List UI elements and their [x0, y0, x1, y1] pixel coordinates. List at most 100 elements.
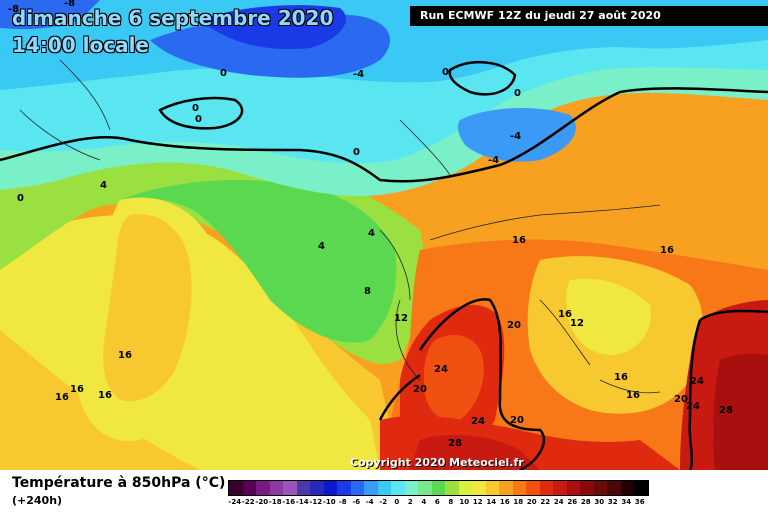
legend-tick-label: 0: [394, 498, 400, 506]
contour-label: 28: [719, 405, 733, 416]
legend-swatch: [377, 481, 391, 495]
legend-swatch: [242, 481, 256, 495]
legend-swatch: [526, 481, 540, 495]
contour-labels: -8 -8 0 0 0 -4 0 0 -4 -4 0 4 0 4 4 16 16…: [8, 0, 733, 449]
legend-swatch: [485, 481, 499, 495]
temp-band-12-balkan: [566, 278, 651, 356]
legend-tick-label: 26: [567, 498, 578, 506]
legend-swatch: [593, 481, 607, 495]
map-footer: Température à 850hPa (°C) (+240h) -24 -22…: [0, 470, 768, 512]
contour-label: 20: [674, 394, 688, 405]
zero-isotherm-island: [158, 96, 244, 130]
legend-swatch: [512, 481, 526, 495]
contour-label: 0: [220, 68, 227, 79]
legend-swatch: [310, 481, 324, 495]
color-legend: -24 -22 -20 -18 -16 -14 -12 -10 -8 -6 -4 -2 0 2 4 6 8 10 1…: [228, 480, 649, 508]
temp-band-m8: [200, 5, 346, 50]
legend-tick-label: 2: [407, 498, 413, 506]
legend-swatch: [296, 481, 310, 495]
contour-label: 20: [413, 384, 427, 395]
temp-band-22-iberia: [423, 335, 484, 422]
zero-isotherm-nordic: [448, 60, 517, 96]
legend-swatch: [553, 481, 567, 495]
legend-tick-label: 4: [421, 498, 427, 506]
contour-label: 4: [368, 228, 375, 239]
contour-label: 24: [471, 416, 485, 427]
legend-tick-label: -20: [255, 498, 269, 506]
copyright-notice: Copyright 2020 Meteociel.fr: [350, 456, 524, 469]
legend-ticks: -24 -22 -20 -18 -16 -14 -12 -10 -8 -6 -4 -2 0 2 4 6 8 10 1…: [228, 496, 649, 508]
legend-tick-label: 18: [513, 498, 524, 506]
legend-tick-label: 6: [434, 498, 440, 506]
contour-label: -4: [510, 131, 521, 142]
temp-band-26-africa: [410, 434, 540, 470]
contour-label: 12: [570, 318, 584, 329]
contour-label: 16: [626, 390, 640, 401]
contour-label: 16: [558, 309, 572, 320]
legend-tick-label: -6: [352, 498, 361, 506]
forecast-time-title: 14:00 locale: [12, 33, 149, 57]
zero-isotherm: [0, 87, 768, 183]
legend-tick-label: 8: [448, 498, 454, 506]
contour-label: 0: [514, 88, 521, 99]
legend-tick-label: 34: [621, 498, 632, 506]
legend-tick-label: 10: [459, 498, 470, 506]
twenty-isotherm-iberia: [418, 298, 546, 470]
contour-label: 16: [118, 350, 132, 361]
contour-label: 4: [318, 241, 325, 252]
legend-tick-label: -12: [309, 498, 323, 506]
legend-swatch: [539, 481, 553, 495]
legend-tick-label: -10: [322, 498, 336, 506]
legend-tick-label: -8: [338, 498, 347, 506]
legend-tick-label: -24: [228, 498, 242, 506]
model-run-info: Run ECMWF 12Z du jeudi 27 août 2020: [410, 6, 768, 26]
legend-swatch: [364, 481, 378, 495]
legend-swatch: [472, 481, 486, 495]
contour-label: 0: [17, 193, 24, 204]
contour-label: 16: [660, 245, 674, 256]
temp-band-28-east: [713, 353, 768, 470]
contour-label: 24: [686, 401, 700, 412]
legend-tick-label: 30: [594, 498, 605, 506]
parameter-label: Température à 850hPa (°C): [12, 475, 226, 491]
contour-label: 24: [690, 376, 704, 387]
contour-label: 0: [192, 103, 199, 114]
lead-time-label: (+240h): [12, 494, 63, 507]
contour-label: 12: [394, 313, 408, 324]
map-canvas: -8 -8 0 0 0 -4 0 0 -4 -4 0 4 0 4 4 16 16…: [0, 0, 768, 470]
legend-tick-label: -18: [268, 498, 282, 506]
legend-swatch: [283, 481, 297, 495]
contour-label: 24: [434, 364, 448, 375]
contour-label: -4: [353, 69, 364, 80]
temp-band-m4-east: [457, 108, 576, 162]
legend-swatch: [580, 481, 594, 495]
legend-tick-label: -4: [365, 498, 374, 506]
legend-swatch: [445, 481, 459, 495]
legend-tick-label: -2: [379, 498, 388, 506]
legend-swatch: [634, 481, 648, 495]
legend-swatch: [391, 481, 405, 495]
contour-label: 20: [510, 415, 524, 426]
contour-label: 4: [100, 180, 107, 191]
temp-band-14-tongue: [103, 214, 192, 402]
legend-tick-label: -22: [241, 498, 255, 506]
contour-label: 16: [98, 390, 112, 401]
temperature-map: -8 -8 0 0 0 -4 0 0 -4 -4 0 4 0 4 4 16 16…: [0, 0, 768, 470]
contour-label: 20: [507, 320, 521, 331]
contour-label: 16: [614, 372, 628, 383]
legend-swatch: [404, 481, 418, 495]
legend-swatch: [607, 481, 621, 495]
legend-swatch: [323, 481, 337, 495]
legend-swatches: [228, 480, 649, 496]
contour-label: -8: [8, 4, 19, 15]
contour-label: 0: [442, 67, 449, 78]
legend-swatch: [350, 481, 364, 495]
forecast-date-title: dimanche 6 septembre 2020: [12, 6, 334, 30]
legend-tick-label: 36: [634, 498, 645, 506]
legend-swatch: [566, 481, 580, 495]
twenty-isotherm-east: [688, 309, 768, 470]
contour-label: 28: [448, 438, 462, 449]
legend-tick-label: 32: [607, 498, 618, 506]
legend-tick-label: 24: [553, 498, 564, 506]
legend-swatch: [620, 481, 634, 495]
